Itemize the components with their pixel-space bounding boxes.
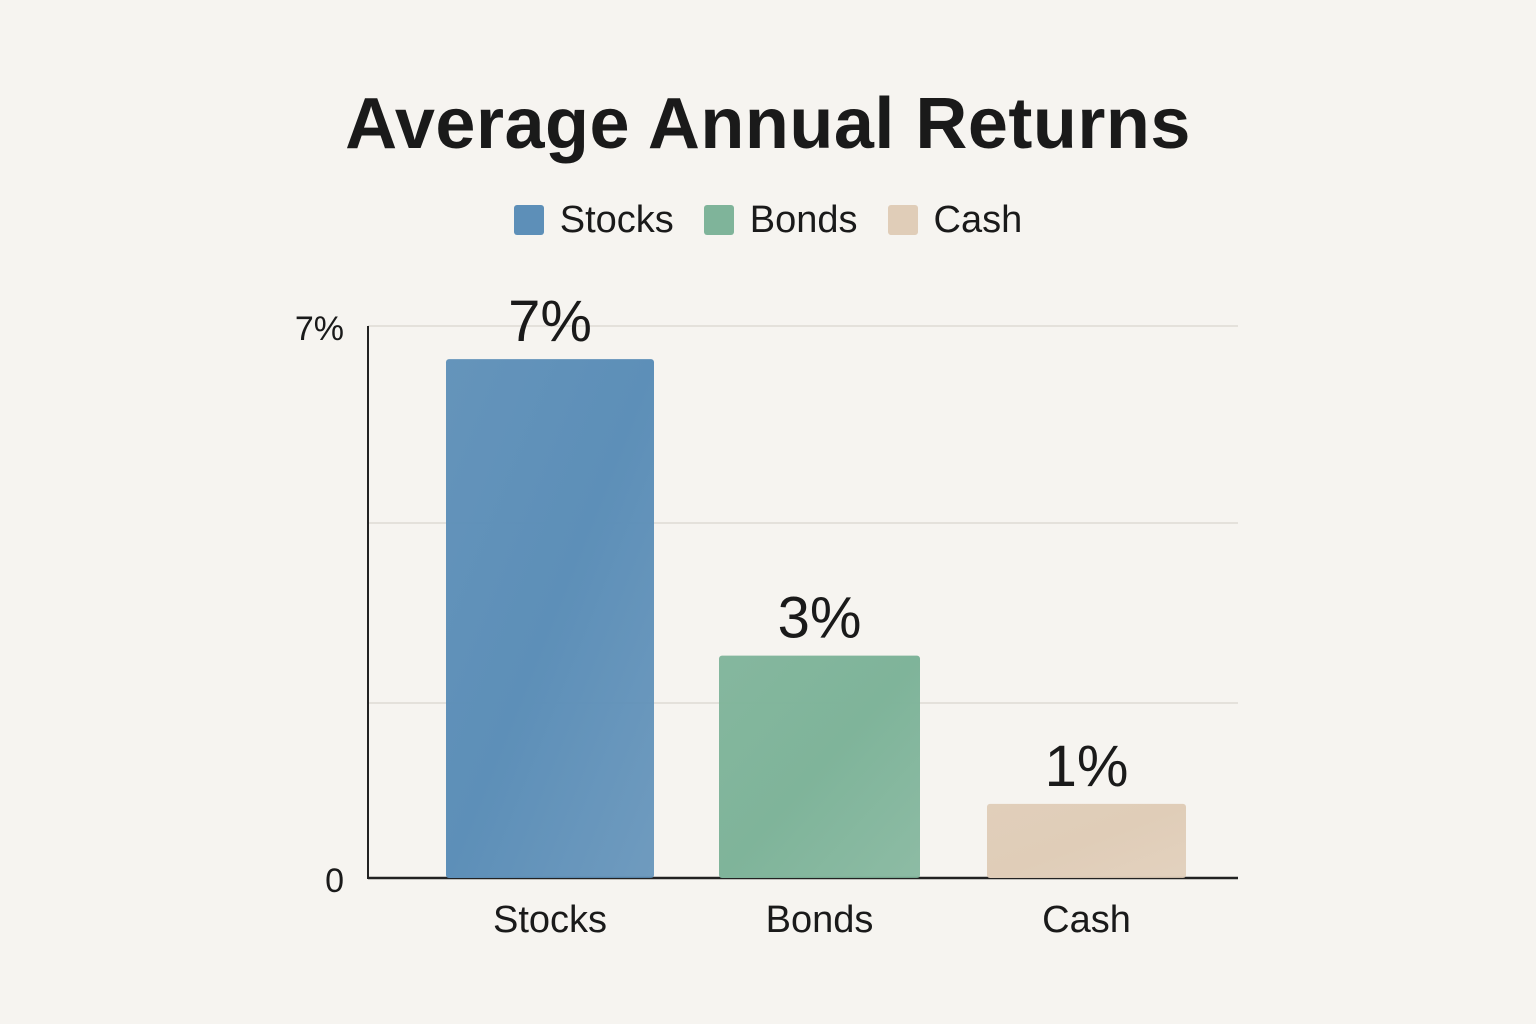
data-label-bonds: 3% <box>778 586 862 651</box>
legend-swatch-stocks <box>513 205 544 235</box>
chart-legend: Stocks Bonds Cash <box>0 196 1536 244</box>
bar-bonds <box>719 655 920 878</box>
data-label-stocks: 7% <box>508 289 592 354</box>
chart-title: Average Annual Returns <box>345 84 1191 164</box>
x-tick-label-bonds: Bonds <box>766 899 874 941</box>
y-tick-label: 7% <box>295 310 344 348</box>
legend-label-bonds: Bonds <box>749 199 858 241</box>
x-tick-label-cash: Cash <box>1042 899 1131 941</box>
legend-item-bonds: Bonds <box>703 196 858 244</box>
data-label-cash: 1% <box>1045 734 1129 799</box>
legend-label-cash: Cash <box>933 199 1023 241</box>
legend-item-cash: Cash <box>887 196 1023 244</box>
y-tick-label: 0 <box>325 862 344 900</box>
legend-swatch-cash <box>887 205 918 235</box>
legend-swatch-bonds <box>703 205 734 235</box>
legend-label-stocks: Stocks <box>559 199 674 241</box>
legend-item-stocks: Stocks <box>513 196 674 244</box>
bar-cash <box>987 803 1186 878</box>
bar-stocks <box>446 359 654 878</box>
x-tick-label-stocks: Stocks <box>493 899 607 941</box>
